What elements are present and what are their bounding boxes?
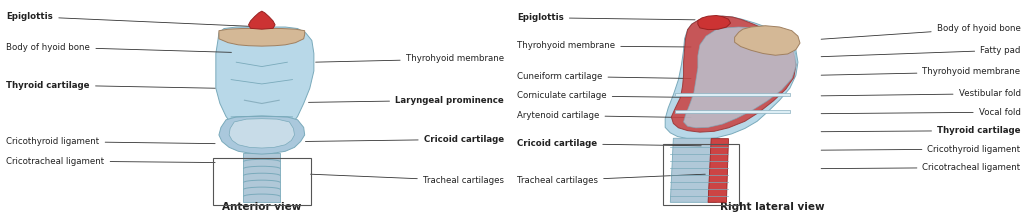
Polygon shape bbox=[708, 139, 728, 202]
Text: Right lateral view: Right lateral view bbox=[720, 202, 824, 212]
Text: Tracheal cartilages: Tracheal cartilages bbox=[310, 174, 504, 185]
Polygon shape bbox=[698, 15, 730, 30]
Polygon shape bbox=[229, 119, 295, 148]
Polygon shape bbox=[249, 11, 275, 29]
Text: Cuneiform cartilage: Cuneiform cartilage bbox=[517, 72, 691, 81]
Polygon shape bbox=[666, 16, 798, 139]
Text: Cricothyroid ligament: Cricothyroid ligament bbox=[821, 145, 1021, 154]
Text: Thyrohyoid membrane: Thyrohyoid membrane bbox=[821, 68, 1021, 77]
Text: Arytenoid cartilage: Arytenoid cartilage bbox=[517, 111, 691, 120]
Polygon shape bbox=[219, 28, 305, 46]
Text: Tracheal cartilages: Tracheal cartilages bbox=[517, 174, 706, 185]
Text: Body of hyoid bone: Body of hyoid bone bbox=[6, 42, 231, 52]
FancyBboxPatch shape bbox=[676, 110, 790, 113]
FancyBboxPatch shape bbox=[676, 93, 790, 96]
Text: Thyrohyoid membrane: Thyrohyoid membrane bbox=[517, 41, 691, 50]
Polygon shape bbox=[672, 16, 796, 132]
Polygon shape bbox=[219, 116, 305, 154]
Polygon shape bbox=[734, 26, 800, 55]
Text: Vocal fold: Vocal fold bbox=[821, 108, 1021, 117]
Text: Epiglottis: Epiglottis bbox=[6, 12, 249, 26]
Text: Cricotracheal ligament: Cricotracheal ligament bbox=[6, 157, 215, 165]
Text: Corniculate cartilage: Corniculate cartilage bbox=[517, 91, 691, 100]
Text: Thyroid cartilage: Thyroid cartilage bbox=[6, 81, 215, 90]
Polygon shape bbox=[684, 27, 796, 128]
Text: Cricoid cartilage: Cricoid cartilage bbox=[305, 135, 504, 144]
Text: Epiglottis: Epiglottis bbox=[517, 13, 695, 22]
Text: Cricothyroid ligament: Cricothyroid ligament bbox=[6, 137, 215, 146]
Polygon shape bbox=[216, 27, 314, 137]
Text: Thyroid cartilage: Thyroid cartilage bbox=[821, 126, 1021, 135]
Text: Laryngeal prominence: Laryngeal prominence bbox=[308, 96, 504, 105]
Text: Vestibular fold: Vestibular fold bbox=[821, 89, 1021, 98]
Polygon shape bbox=[244, 153, 281, 202]
Text: Cricoid cartilage: Cricoid cartilage bbox=[517, 139, 701, 148]
Text: Body of hyoid bone: Body of hyoid bone bbox=[821, 24, 1021, 39]
Text: Anterior view: Anterior view bbox=[222, 202, 301, 212]
Text: Fatty pad: Fatty pad bbox=[821, 46, 1021, 57]
Polygon shape bbox=[671, 138, 719, 202]
Text: Cricotracheal ligament: Cricotracheal ligament bbox=[821, 163, 1021, 172]
Text: Thyrohyoid membrane: Thyrohyoid membrane bbox=[315, 55, 504, 63]
